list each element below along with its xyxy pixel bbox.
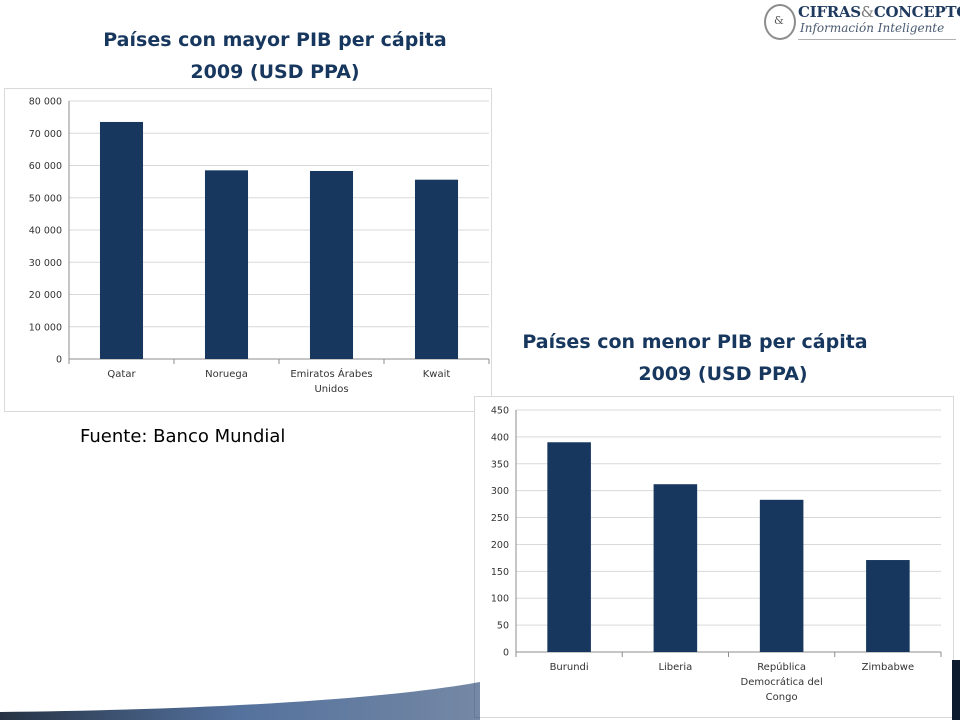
chart1-bar bbox=[414, 179, 459, 359]
chart1-ytick-label: 50 000 bbox=[29, 193, 62, 204]
chart2-ytick-label: 100 bbox=[491, 594, 509, 605]
chart2-bar bbox=[547, 442, 591, 652]
chart2-category-label: República bbox=[757, 661, 806, 673]
chart1-ytick-label: 60 000 bbox=[29, 161, 62, 172]
chart2-ytick-label: 150 bbox=[491, 567, 509, 578]
chart1-bar bbox=[309, 170, 354, 359]
chart2-ytick-label: 450 bbox=[491, 406, 509, 417]
chart1-ytick-label: 30 000 bbox=[29, 258, 62, 269]
logo-tagline: Información Inteligente bbox=[800, 21, 945, 35]
chart1-category-label: Qatar bbox=[107, 369, 136, 380]
chart1-category-label: Noruega bbox=[205, 369, 248, 380]
chart2-category-label: Burundi bbox=[550, 662, 589, 673]
chart2-ytick-label: 300 bbox=[491, 486, 509, 497]
logo-name: CIFRAS&CONCEPTOS bbox=[798, 3, 960, 21]
chart1-category-label: Kwait bbox=[423, 369, 451, 380]
chart1-frame: 0 10 000 20 000 30 000 40 000 50 000 60 000 70 … bbox=[4, 88, 492, 412]
chart1-title: Países con mayor PIB per cápita 2009 (US… bbox=[60, 24, 490, 88]
bottom-swoosh-decoration bbox=[0, 660, 960, 720]
logo-name-a: CIFRAS bbox=[798, 3, 861, 21]
chart2-frame: 0 50 100 150 200 250 300 350 400 450 Burundi Liberi… bbox=[474, 396, 954, 718]
chart1-plot: 0 10 000 20 000 30 000 40 000 50 000 60 000 70 … bbox=[29, 97, 490, 395]
chart2-title-line1: Países con menor PIB per cápita bbox=[522, 331, 868, 353]
source-note: Fuente: Banco Mundial bbox=[80, 426, 286, 447]
chart2-plot: 0 50 100 150 200 250 300 350 400 450 Burundi Liberi… bbox=[491, 406, 942, 703]
chart1-ytick-label: 80 000 bbox=[29, 97, 62, 108]
logo-divider bbox=[798, 39, 956, 40]
chart1-title-line1: Países con mayor PIB per cápita bbox=[103, 29, 447, 51]
chart2-category-label: Liberia bbox=[658, 662, 692, 673]
logo-circle-icon bbox=[764, 4, 796, 40]
chart1-title-line2: 2009 (USD PPA) bbox=[190, 61, 360, 83]
chart2-bar bbox=[653, 484, 698, 652]
chart1-bar bbox=[99, 121, 144, 360]
chart1-ytick-label: 40 000 bbox=[29, 226, 62, 237]
logo-name-amp: & bbox=[860, 3, 874, 21]
chart2-ytick-label: 200 bbox=[491, 540, 509, 551]
chart2-title-line2: 2009 (USD PPA) bbox=[638, 363, 808, 385]
chart2-ytick-label: 250 bbox=[491, 513, 509, 524]
chart2-ytick-label: 0 bbox=[503, 648, 509, 659]
company-logo: & CIFRAS&CONCEPTOS Información Inteligen… bbox=[760, 0, 960, 44]
chart2-ytick-label: 400 bbox=[491, 432, 509, 443]
chart2-category-label: Democrática del bbox=[741, 676, 823, 688]
logo-name-b: CONCEPTOS bbox=[873, 3, 960, 21]
logo-ampersand: & bbox=[774, 14, 784, 27]
chart2-category-label: Zimbabwe bbox=[862, 662, 915, 673]
chart2-bar bbox=[759, 499, 804, 652]
chart2-ytick-label: 50 bbox=[497, 621, 509, 632]
chart1-category-label: Unidos bbox=[314, 384, 348, 395]
chart1-category-label: Emiratos Árabes bbox=[290, 367, 372, 380]
chart2-title: Países con menor PIB per cápita 2009 (US… bbox=[480, 326, 910, 390]
chart1-ytick-label: 0 bbox=[56, 355, 62, 366]
chart1-ytick-label: 20 000 bbox=[29, 290, 62, 301]
chart1-bar bbox=[204, 170, 249, 359]
chart2-bar bbox=[866, 560, 910, 652]
chart2-ytick-label: 350 bbox=[491, 459, 509, 470]
chart2-category-label: Congo bbox=[766, 692, 798, 703]
chart1-ytick-label: 10 000 bbox=[29, 322, 62, 333]
chart1-ytick-label: 70 000 bbox=[29, 129, 62, 140]
